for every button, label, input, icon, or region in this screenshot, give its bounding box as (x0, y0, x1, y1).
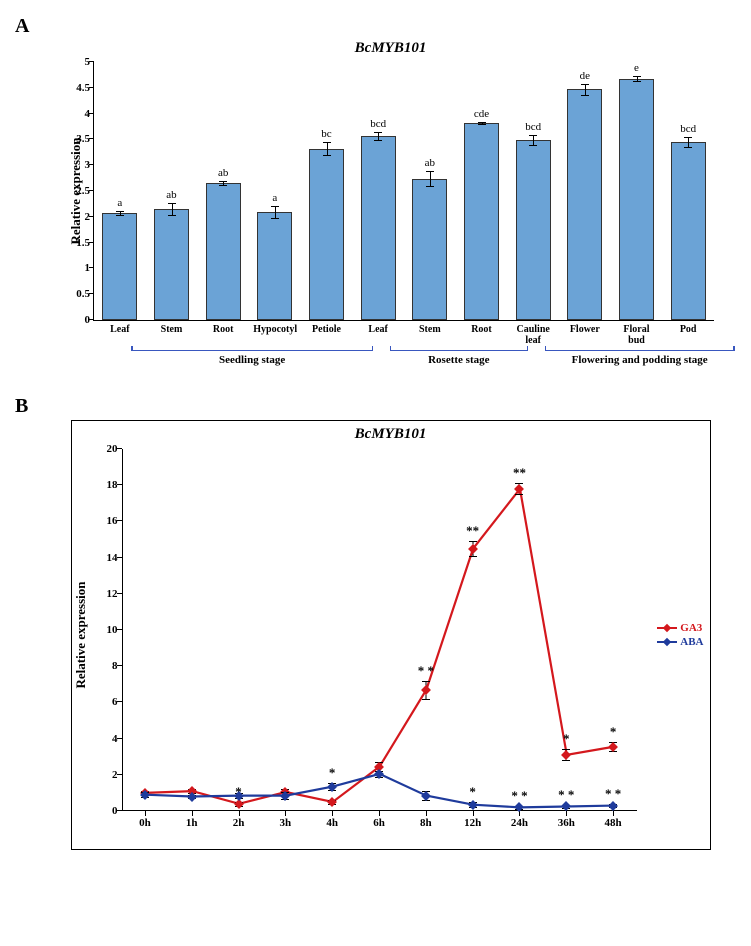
chart-b-title: BcMYB101 (72, 426, 710, 443)
chart-a-ytick: 0.5 (60, 288, 90, 300)
sig-marker: ** (513, 465, 526, 481)
panel-a: BcMYB101 Relative expression 00.511.522.… (15, 40, 736, 380)
bar (412, 179, 447, 320)
sig-marker: * * (558, 787, 574, 803)
stage-bracket (390, 350, 528, 351)
bar (102, 213, 137, 320)
chart-b-ytick: 12 (92, 588, 118, 600)
legend-item: GA3 (657, 622, 703, 634)
panel-b: BcMYB101 Relative expression 02468101214… (45, 420, 736, 850)
chart-a-title: BcMYB101 (45, 40, 736, 57)
chart-a-xlabel: Root (202, 320, 245, 335)
sig-label: e (619, 62, 654, 74)
sig-label: ab (206, 167, 241, 179)
chart-a-xlabel: Stem (408, 320, 451, 335)
chart-a-xlabel: Pod (667, 320, 710, 335)
chart-a-xlabel: Cauline leaf (512, 320, 555, 346)
bar (619, 79, 654, 320)
sig-marker: * * (418, 663, 434, 679)
chart-b-ytick: 6 (92, 696, 118, 708)
chart-b-ytick: 8 (92, 660, 118, 672)
sig-marker: * * (511, 788, 527, 804)
sig-label: de (567, 70, 602, 82)
chart-a-ytick: 5 (60, 56, 90, 68)
sig-marker: * (469, 784, 476, 800)
chart-a-plot: Relative expression 00.511.522.533.544.5… (93, 62, 714, 321)
bar (567, 89, 602, 320)
stage-label: Seedling stage (131, 354, 373, 366)
bar (516, 140, 551, 320)
bar (671, 142, 706, 320)
sig-marker: * (563, 731, 570, 747)
chart-a-ytick: 2 (60, 211, 90, 223)
chart-a-xlabel: Leaf (98, 320, 141, 335)
chart-a-ytick: 3 (60, 159, 90, 171)
chart-a-xlabel: Floral bud (615, 320, 658, 346)
chart-b-ytick: 18 (92, 479, 118, 491)
series-line (145, 489, 613, 804)
chart-a-xlabel: Leaf (357, 320, 400, 335)
chart-a-xlabel: Root (460, 320, 503, 335)
sig-label: bcd (671, 123, 706, 135)
bar (257, 212, 292, 320)
sig-marker: * (610, 724, 617, 740)
bar (309, 149, 344, 320)
legend-label: GA3 (680, 622, 702, 634)
legend-item: ABA (657, 636, 703, 648)
sig-label: a (102, 197, 137, 209)
panel-b-label: B (15, 395, 736, 418)
sig-label: ab (412, 157, 447, 169)
chart-b-ytick: 0 (92, 805, 118, 817)
chart-b-legend: GA3 ABA (657, 620, 703, 650)
line-chart-container: BcMYB101 Relative expression 02468101214… (71, 420, 711, 850)
chart-b-ytick: 2 (92, 769, 118, 781)
chart-b-ylabel: Relative expression (73, 582, 89, 689)
chart-a-xlabel: Petiole (305, 320, 348, 335)
sig-label: cde (464, 108, 499, 120)
sig-label: bc (309, 128, 344, 140)
chart-a-xlabel: Flower (563, 320, 606, 335)
chart-a-ytick: 2.5 (60, 185, 90, 197)
sig-label: a (257, 192, 292, 204)
bar (464, 123, 499, 320)
bar (206, 183, 241, 320)
sig-label: bcd (361, 118, 396, 130)
chart-a-xlabel: Stem (150, 320, 193, 335)
chart-b-ytick: 14 (92, 552, 118, 564)
chart-a-ytick: 1 (60, 262, 90, 274)
chart-a-ytick: 3.5 (60, 133, 90, 145)
chart-b-ytick: 20 (92, 443, 118, 455)
sig-marker: * (329, 765, 336, 781)
sig-label: bcd (516, 121, 551, 133)
bar-chart-container: BcMYB101 Relative expression 00.511.522.… (45, 40, 736, 380)
sig-marker: * * (605, 786, 621, 802)
sig-label: ab (154, 189, 189, 201)
chart-a-ytick: 4.5 (60, 82, 90, 94)
bar (154, 209, 189, 320)
stage-label: Flowering and podding stage (545, 354, 735, 366)
chart-b-plot: 024681012141618200h1h2h3h4h6h8h12h24h36h… (122, 449, 637, 811)
chart-a-ytick: 1.5 (60, 237, 90, 249)
sig-marker: ** (466, 523, 479, 539)
stage-label: Rosette stage (390, 354, 528, 366)
chart-a-xlabel: Hypocotyl (253, 320, 296, 335)
bar (361, 136, 396, 320)
chart-a-ytick: 4 (60, 108, 90, 120)
chart-a-ytick: 0 (60, 314, 90, 326)
stage-bracket (545, 350, 735, 351)
legend-label: ABA (680, 636, 703, 648)
chart-b-ytick: 10 (92, 624, 118, 636)
chart-b-ytick: 4 (92, 733, 118, 745)
panel-a-label: A (15, 15, 736, 38)
chart-b-ytick: 16 (92, 515, 118, 527)
stage-bracket (131, 350, 373, 351)
